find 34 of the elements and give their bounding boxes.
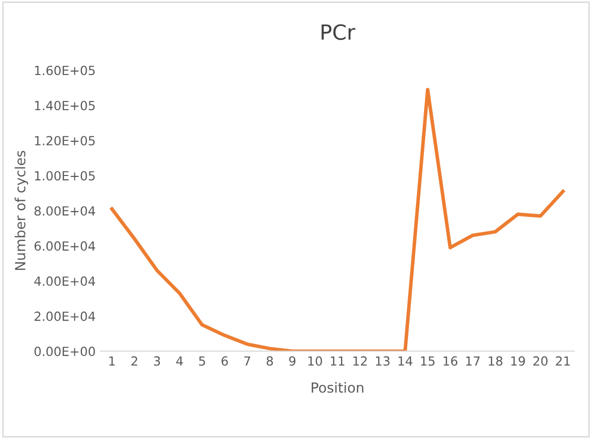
x-tick-label: 13 xyxy=(376,356,390,366)
x-tick-label: 17 xyxy=(466,356,480,366)
x-tick-label: 9 xyxy=(289,356,296,366)
y-tick-label: 2.00E+04 xyxy=(34,312,96,322)
y-tick-label: 8.00E+04 xyxy=(34,206,96,216)
y-tick-label: 4.00E+04 xyxy=(34,276,96,286)
y-tick-label: 1.40E+05 xyxy=(35,100,95,110)
y-tick-label: 1.20E+05 xyxy=(35,136,95,146)
y-tick-label: 0.00E+00 xyxy=(34,346,95,356)
x-tick-label: 18 xyxy=(488,356,502,366)
x-tick-label: 8 xyxy=(266,356,273,366)
x-tick-label: 1 xyxy=(109,356,115,366)
x-tick-label: 4 xyxy=(176,356,183,366)
x-tick-label: 10 xyxy=(308,356,322,366)
x-tick-label: 5 xyxy=(199,356,206,366)
x-tick-label: 15 xyxy=(421,356,435,366)
y-tick-label: 1.00E+05 xyxy=(35,171,95,181)
x-tick-label: 6 xyxy=(222,356,228,366)
x-axis-title: Position xyxy=(312,382,364,393)
y-tick-label: 6.00E+04 xyxy=(34,241,96,251)
x-tick-label: 3 xyxy=(154,356,160,366)
y-tick-label: 1.60E+05 xyxy=(35,66,95,76)
chart-title: PCr xyxy=(322,24,356,40)
line-series xyxy=(110,88,565,352)
x-tick-label: 12 xyxy=(353,356,367,366)
x-tick-label: 2 xyxy=(131,356,138,366)
x-tick-label: 14 xyxy=(398,356,412,366)
x-tick-label: 21 xyxy=(556,356,570,366)
x-tick-label: 19 xyxy=(511,356,525,366)
x-tick-label: 11 xyxy=(330,356,344,366)
x-tick-label: 7 xyxy=(244,356,250,366)
x-tick-label: 16 xyxy=(444,356,458,366)
x-tick-label: 20 xyxy=(533,356,548,366)
y-axis-title: Number of cycles xyxy=(14,150,28,270)
